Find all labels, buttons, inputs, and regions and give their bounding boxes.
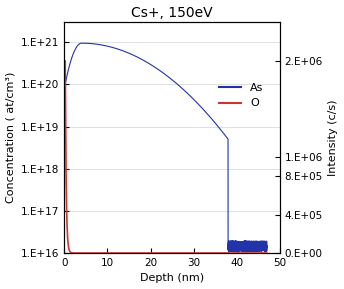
Y-axis label: Concentration ( at/cm³): Concentration ( at/cm³) [6,72,15,203]
Legend: As, O: As, O [214,79,268,113]
Y-axis label: Intensity (c/s): Intensity (c/s) [329,99,338,176]
X-axis label: Depth (nm): Depth (nm) [140,273,204,284]
Title: Cs+, 150eV: Cs+, 150eV [131,5,213,20]
